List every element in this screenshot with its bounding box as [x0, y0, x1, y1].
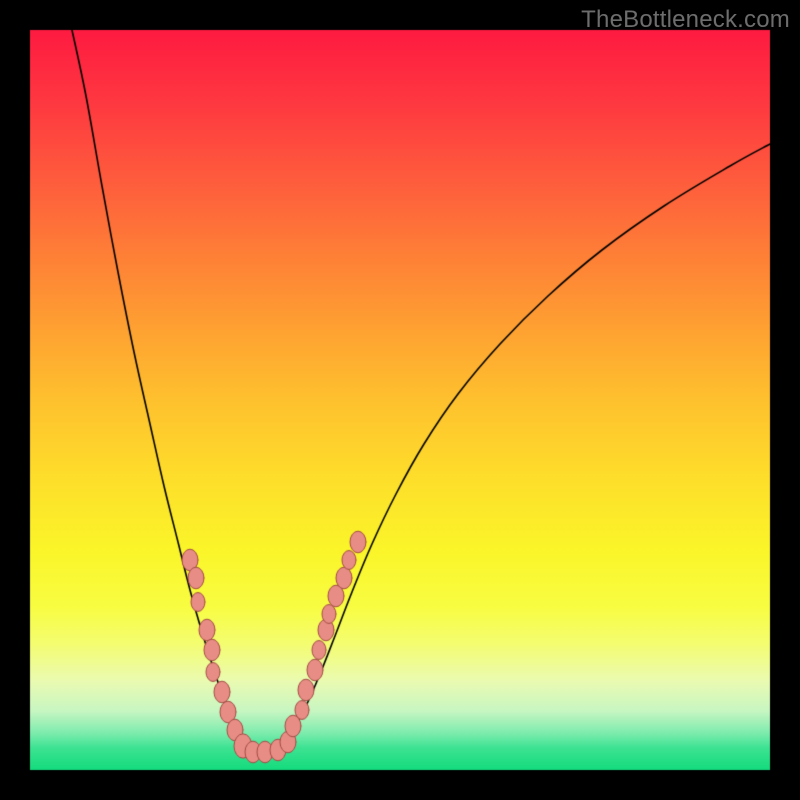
chart-stage: TheBottleneck.com	[0, 0, 800, 800]
bottleneck-curve-chart	[0, 0, 800, 800]
watermark-text: TheBottleneck.com	[581, 6, 790, 34]
